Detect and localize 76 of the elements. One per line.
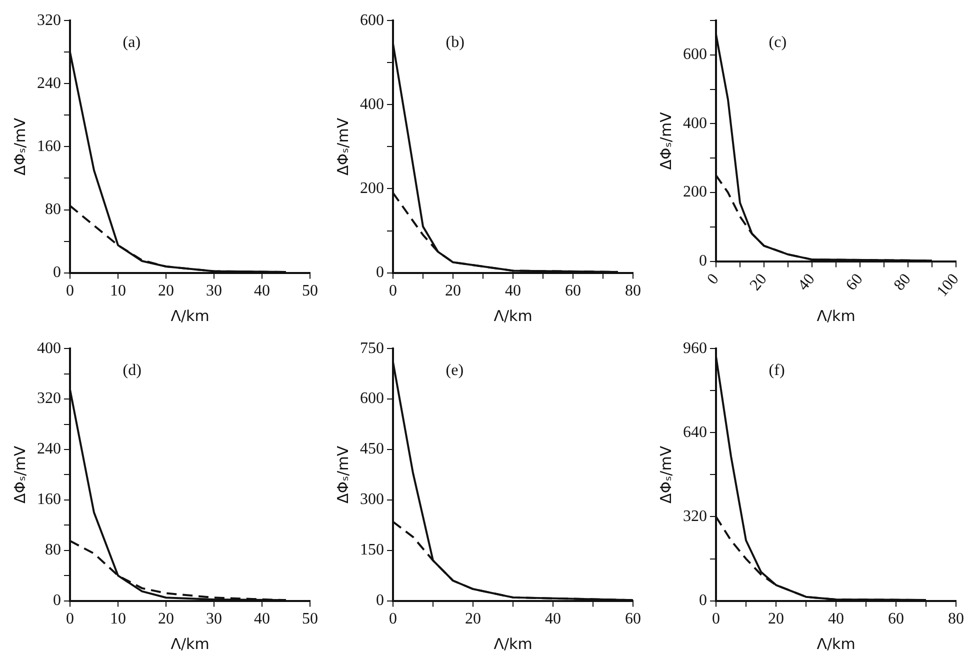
- y-axis-title: ΔΦₛ/mV: [656, 445, 675, 504]
- x-axis-title: Λ/km: [816, 306, 856, 325]
- y-tick-label: 240: [37, 440, 61, 458]
- y-tick-label: 300: [360, 491, 384, 508]
- y-tick-label: 400: [37, 340, 61, 357]
- y-tick-label: 80: [45, 542, 61, 559]
- y-axis-title: ΔΦₛ/mV: [334, 445, 352, 504]
- y-tick-label: 960: [683, 340, 707, 357]
- x-tick-label: 40: [545, 610, 561, 628]
- x-tick-label: 60: [888, 610, 904, 628]
- x-tick-label: 80: [890, 270, 914, 294]
- y-tick-label: 0: [53, 592, 61, 610]
- x-tick-label: 20: [158, 282, 174, 300]
- x-tick-label: 20: [465, 610, 481, 628]
- x-tick-label: 40: [505, 282, 521, 300]
- x-tick-label: 0: [66, 282, 74, 300]
- x-tick-label: 80: [948, 610, 964, 628]
- y-tick-label: 0: [699, 252, 707, 270]
- x-tick-label: 0: [389, 610, 397, 628]
- annotation: (d): [122, 362, 142, 379]
- y-axis-title: ΔΦₛ/mV: [334, 117, 352, 176]
- x-tick-label: 0: [712, 610, 720, 628]
- annotation: (f): [768, 362, 785, 379]
- y-tick-label: 600: [683, 46, 707, 64]
- x-tick-label: 40: [254, 282, 270, 300]
- y-tick-label: 400: [683, 114, 707, 132]
- y-axis-title: ΔΦₛ/mV: [656, 111, 675, 170]
- y-tick-label: 320: [37, 390, 61, 408]
- x-tick-label: 10: [110, 282, 126, 300]
- y-tick-label: 0: [376, 592, 384, 610]
- x-axis-title: Λ/km: [816, 634, 856, 653]
- x-tick-label: 0: [66, 610, 74, 628]
- y-axis-title: ΔΦₛ/mV: [10, 445, 29, 504]
- x-tick-label: 20: [158, 610, 174, 628]
- y-tick-label: 160: [37, 138, 61, 155]
- y-tick-label: 160: [37, 491, 61, 508]
- x-tick-label: 20: [746, 270, 770, 294]
- y-tick-label: 80: [45, 200, 61, 218]
- y-tick-label: 240: [37, 74, 61, 92]
- x-tick-label: 40: [828, 610, 844, 628]
- y-tick-label: 600: [360, 12, 384, 29]
- annotation: (c): [768, 34, 787, 51]
- x-tick-label: 60: [565, 282, 581, 300]
- x-axis-title: Λ/km: [170, 634, 210, 653]
- annotation: (b): [446, 34, 464, 51]
- x-tick-label: 50: [302, 282, 318, 300]
- x-tick-label: 100: [934, 270, 962, 300]
- y-tick-label: 0: [699, 592, 707, 610]
- x-tick-label: 20: [768, 610, 784, 628]
- x-tick-label: 40: [254, 610, 270, 628]
- annotation: (e): [446, 362, 464, 379]
- y-tick-label: 200: [360, 180, 384, 197]
- y-axis-title: ΔΦₛ/mV: [10, 117, 29, 176]
- x-tick-label: 10: [110, 610, 126, 628]
- y-tick-label: 400: [360, 96, 384, 113]
- x-tick-label: 60: [842, 270, 866, 294]
- x-tick-label: 30: [206, 282, 222, 300]
- y-tick-label: 200: [683, 184, 707, 201]
- x-axis-title: Λ/km: [170, 306, 210, 325]
- x-tick-label: 80: [625, 282, 641, 300]
- x-tick-label: 0: [389, 282, 397, 300]
- y-tick-label: 320: [683, 508, 707, 525]
- y-tick-label: 320: [37, 12, 61, 29]
- x-tick-label: 50: [302, 610, 318, 628]
- x-axis-title: Λ/km: [494, 306, 532, 325]
- y-tick-label: 640: [683, 424, 707, 441]
- y-tick-label: 600: [360, 390, 384, 408]
- x-tick-label: 30: [206, 610, 222, 628]
- x-tick-label: 40: [794, 270, 818, 294]
- y-tick-label: 150: [360, 542, 384, 559]
- y-tick-label: 750: [360, 340, 384, 357]
- x-axis-title: Λ/km: [494, 634, 532, 653]
- x-tick-label: 20: [445, 282, 461, 300]
- x-tick-label: 60: [625, 610, 641, 628]
- annotation: (a): [122, 34, 141, 51]
- y-tick-label: 450: [360, 440, 384, 458]
